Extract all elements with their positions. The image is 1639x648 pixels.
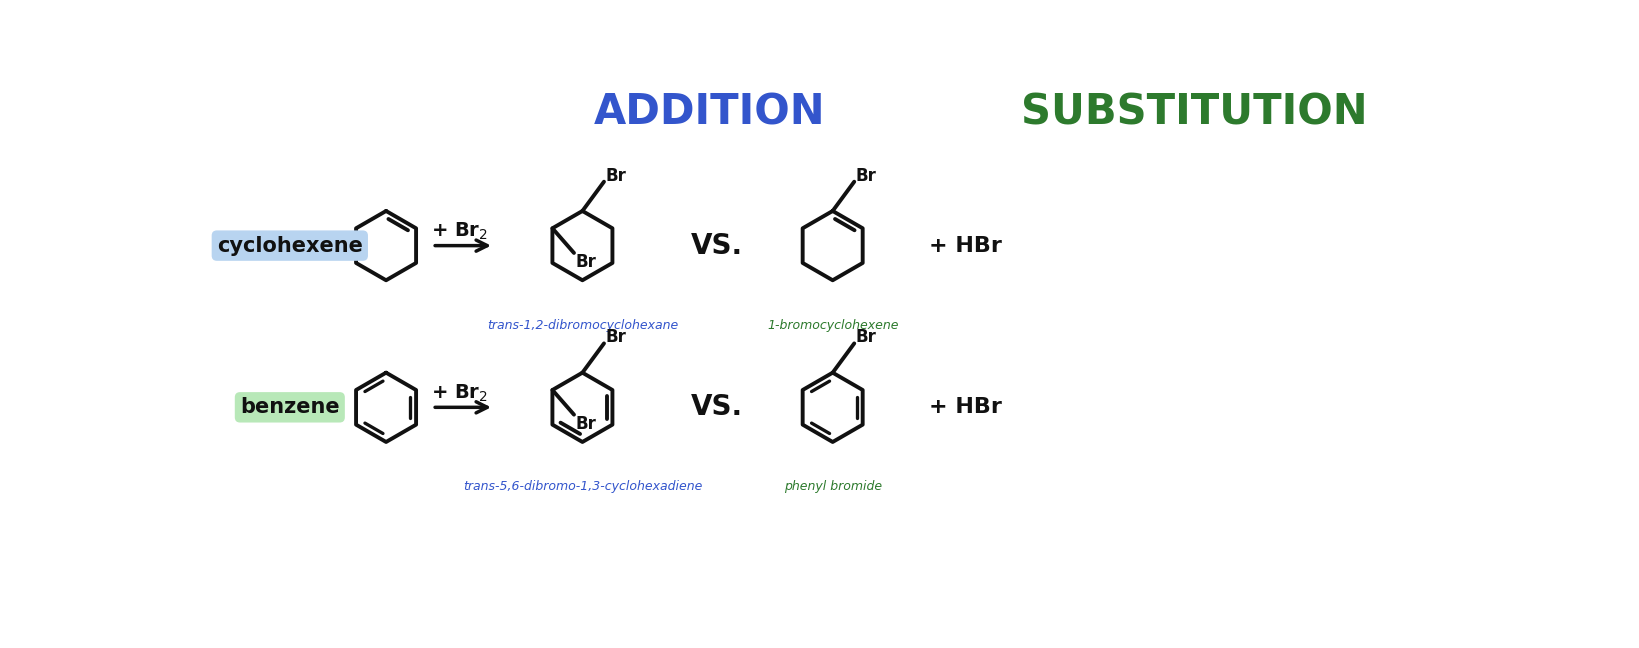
Text: + HBr: + HBr (929, 397, 1001, 417)
Text: + Br$_2$: + Br$_2$ (431, 221, 488, 242)
Text: VS.: VS. (692, 393, 742, 421)
Text: benzene: benzene (239, 397, 339, 417)
Text: + HBr: + HBr (929, 236, 1001, 255)
Text: trans-5,6-dibromo-1,3-cyclohexadiene: trans-5,6-dibromo-1,3-cyclohexadiene (462, 480, 701, 494)
Text: ADDITION: ADDITION (593, 91, 826, 133)
Text: Br: Br (856, 329, 877, 346)
Text: SUBSTITUTION: SUBSTITUTION (1021, 91, 1369, 133)
Text: Br: Br (575, 415, 597, 433)
Text: Br: Br (605, 329, 626, 346)
Text: Br: Br (856, 167, 877, 185)
Text: Br: Br (575, 253, 597, 271)
Text: phenyl bromide: phenyl bromide (783, 480, 882, 494)
Text: + Br$_2$: + Br$_2$ (431, 383, 488, 404)
Text: VS.: VS. (692, 231, 742, 260)
Text: Br: Br (605, 167, 626, 185)
Text: trans-1,2-dibromocyclohexane: trans-1,2-dibromocyclohexane (487, 319, 679, 332)
Text: 1-bromocyclohexene: 1-bromocyclohexene (767, 319, 898, 332)
Text: cyclohexene: cyclohexene (216, 236, 362, 255)
